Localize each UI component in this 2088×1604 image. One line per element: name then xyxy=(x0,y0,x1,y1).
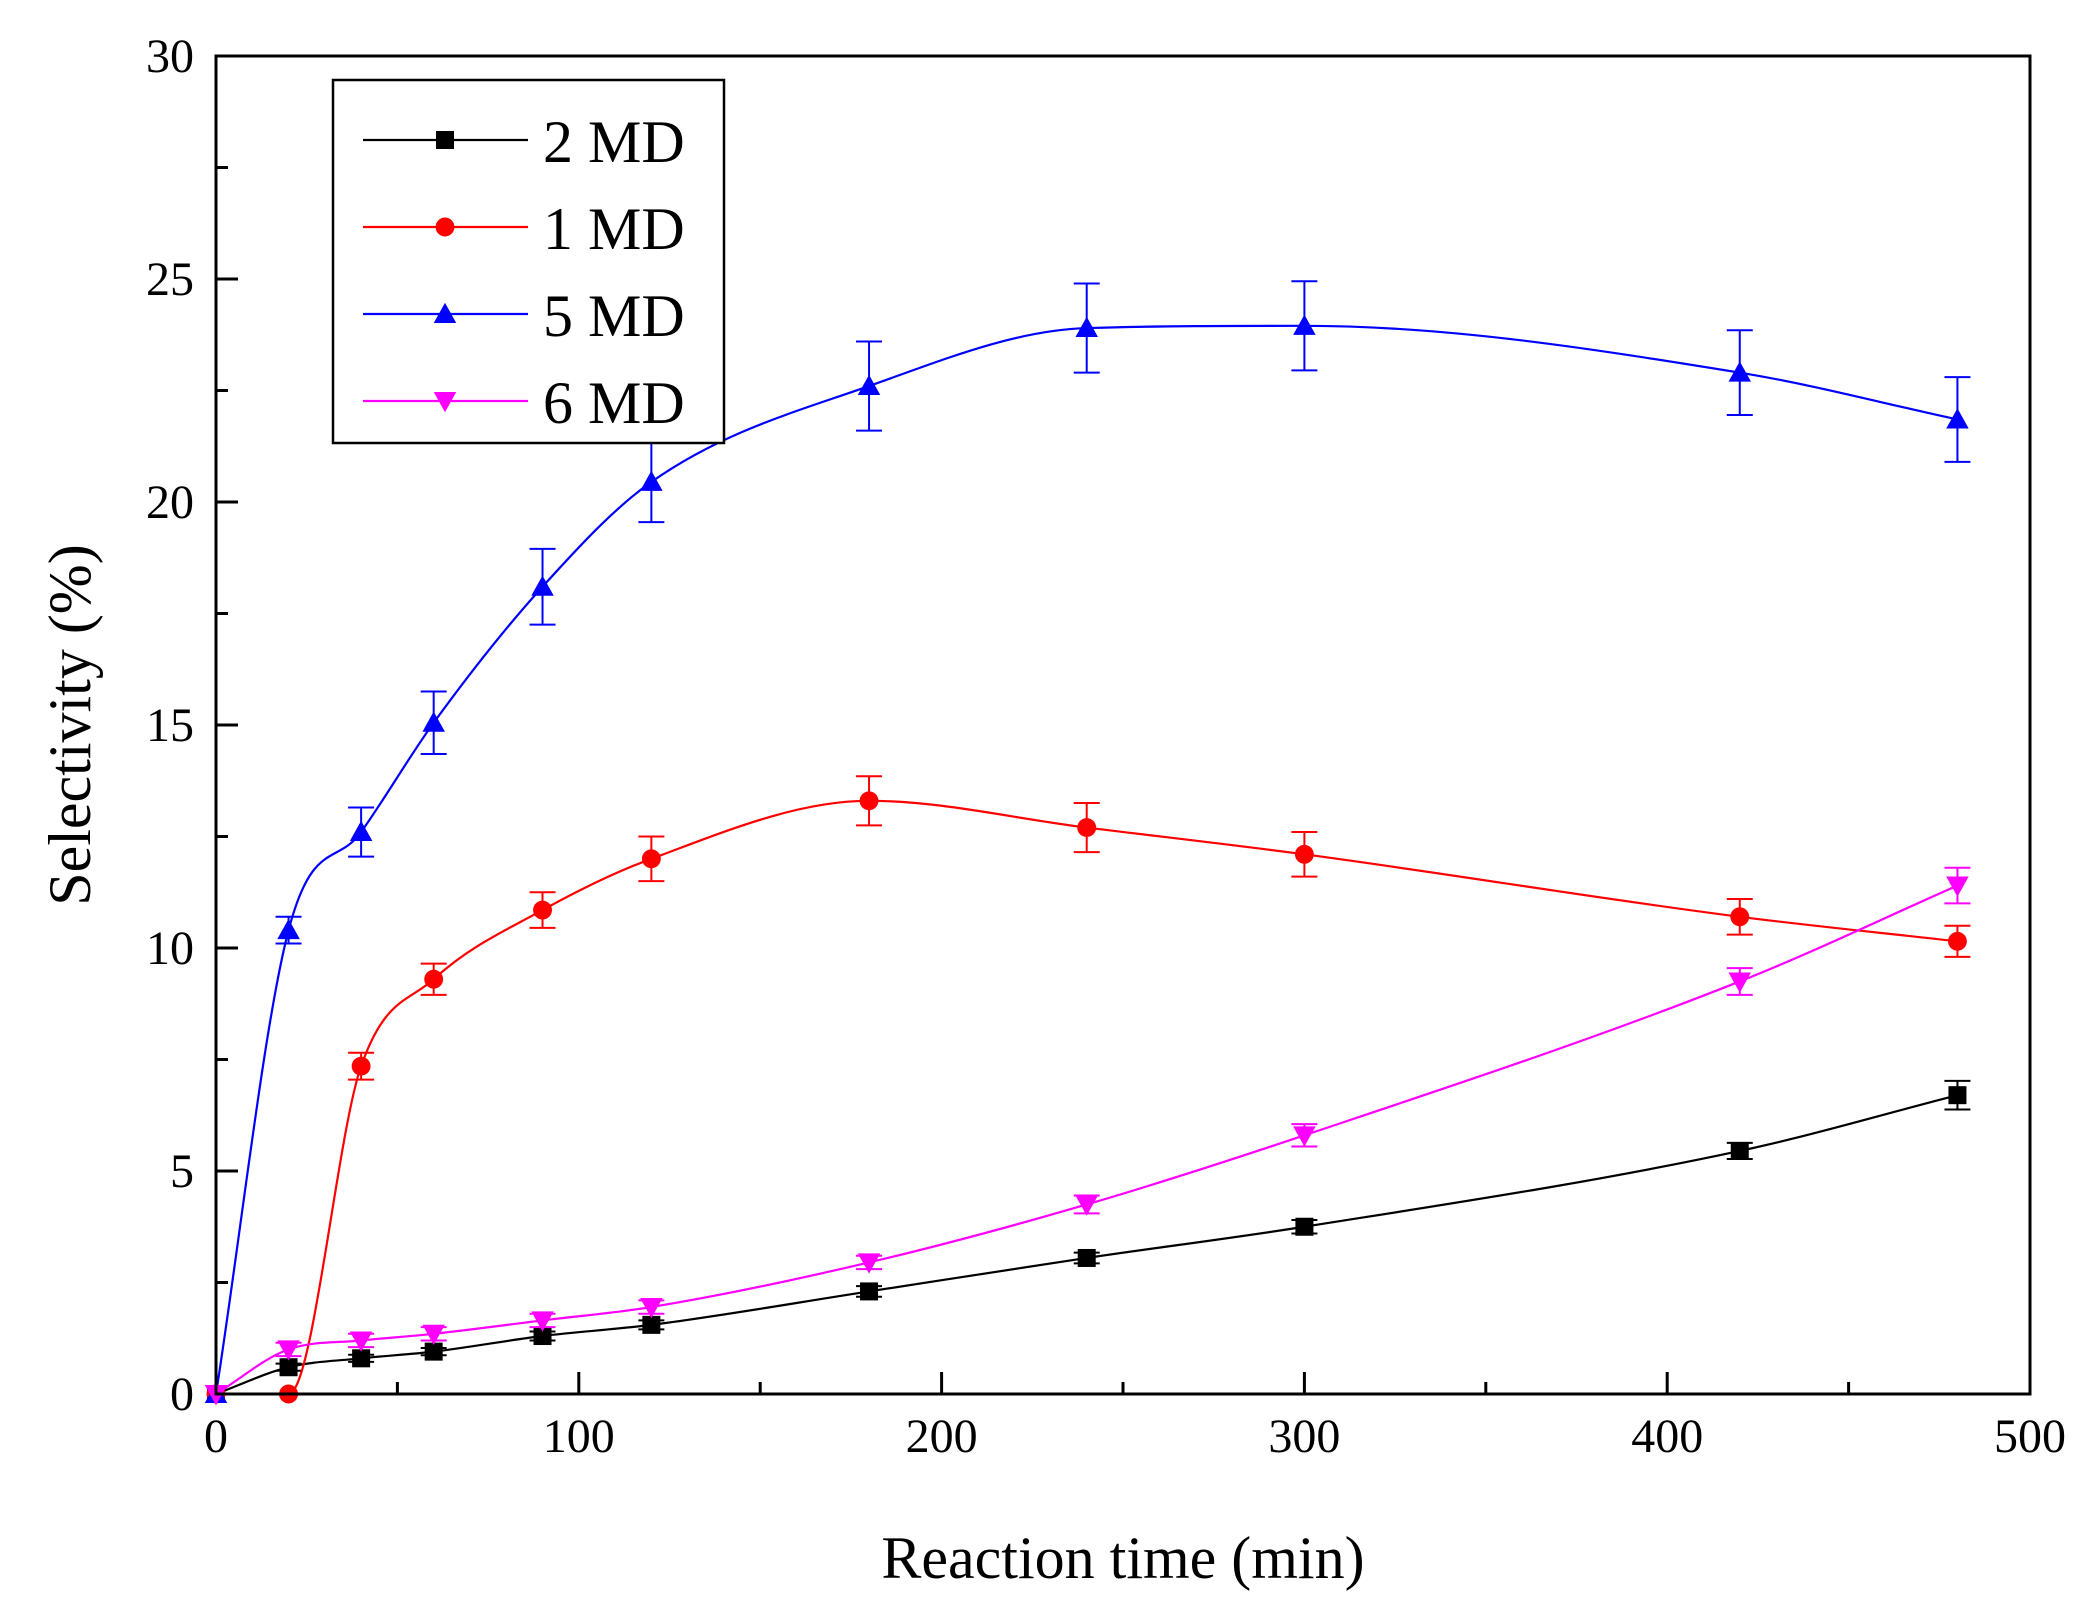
x-axis-title: Reaction time (min) xyxy=(881,1525,1364,1591)
data-point xyxy=(1946,408,1969,429)
data-point xyxy=(533,1327,552,1346)
data-point xyxy=(424,1342,443,1361)
data-point xyxy=(352,1349,371,1368)
series-line xyxy=(215,799,1958,1396)
legend-marker xyxy=(433,392,457,413)
y-tick-label: 0 xyxy=(170,1368,194,1421)
data-point xyxy=(640,1298,663,1319)
data-point xyxy=(857,374,881,396)
x-tick-label: 500 xyxy=(1994,1410,2066,1463)
data-point xyxy=(1077,818,1097,838)
data-point xyxy=(279,1358,298,1377)
legend-entry: 1 MD xyxy=(363,196,685,262)
data-point xyxy=(1075,1195,1098,1216)
x-tick-label: 300 xyxy=(1268,1410,1340,1463)
data-point xyxy=(422,1324,445,1346)
data-point xyxy=(1295,1217,1314,1236)
legend: 2 MD 1 MD 5 MD 6 MD xyxy=(331,78,726,445)
y-tick-label: 5 xyxy=(170,1145,194,1198)
x-tick-label: 200 xyxy=(906,1410,978,1463)
data-point xyxy=(531,575,554,596)
data-point xyxy=(1948,1086,1967,1105)
y-tick-label: 30 xyxy=(146,30,194,83)
series-6-md xyxy=(204,866,1971,1406)
legend-entry: 6 MD xyxy=(363,370,685,436)
legend-entry: 2 MD xyxy=(363,109,685,175)
series-line xyxy=(214,324,1958,1395)
data-point xyxy=(1946,876,1969,897)
data-point xyxy=(641,849,661,869)
data-point xyxy=(1293,1126,1316,1147)
y-axis-title: Selectivity (%) xyxy=(37,544,103,906)
data-point xyxy=(531,1311,554,1332)
data-point xyxy=(1728,361,1752,382)
legend-marker xyxy=(435,217,455,237)
data-point xyxy=(860,1282,879,1301)
legend-label: 5 MD xyxy=(543,283,685,349)
data-point xyxy=(1730,907,1750,927)
series-layer xyxy=(204,280,1971,1406)
data-point xyxy=(422,711,445,732)
legend-entry: 5 MD xyxy=(363,283,685,349)
data-point xyxy=(1730,1141,1749,1160)
data-point xyxy=(642,1315,661,1334)
axes-layer: 0 100 200 300 400 500 0 5 10 15 20 25 30 xyxy=(146,30,2066,1463)
legend-label: 2 MD xyxy=(543,109,685,175)
x-tick-label: 400 xyxy=(1631,1410,1703,1463)
data-point xyxy=(277,1340,300,1361)
data-point xyxy=(640,470,663,491)
legend-label: 1 MD xyxy=(543,196,685,262)
data-point xyxy=(1075,316,1098,338)
data-point xyxy=(349,1331,373,1352)
data-point xyxy=(859,791,879,811)
data-point xyxy=(1077,1248,1096,1267)
data-point xyxy=(1294,844,1314,864)
data-point xyxy=(1293,314,1316,335)
data-point xyxy=(857,1253,881,1274)
y-tick-label: 20 xyxy=(146,476,194,529)
legend-label: 6 MD xyxy=(543,370,685,436)
data-point xyxy=(533,900,552,920)
data-point xyxy=(351,1056,371,1076)
y-tick-label: 25 xyxy=(146,253,194,306)
series-1-md xyxy=(206,775,1971,1404)
series-5-md xyxy=(204,280,1971,1403)
data-point xyxy=(1947,931,1967,951)
x-tick-label: 100 xyxy=(543,1410,615,1463)
data-point xyxy=(349,820,373,842)
data-point xyxy=(424,969,444,989)
data-point xyxy=(277,918,300,940)
legend-marker xyxy=(433,302,457,323)
y-tick-label: 10 xyxy=(146,922,194,975)
legend-marker xyxy=(436,131,454,149)
y-tick-label: 15 xyxy=(146,699,194,752)
x-tick-label: 0 xyxy=(204,1410,228,1463)
data-point xyxy=(1728,972,1752,993)
